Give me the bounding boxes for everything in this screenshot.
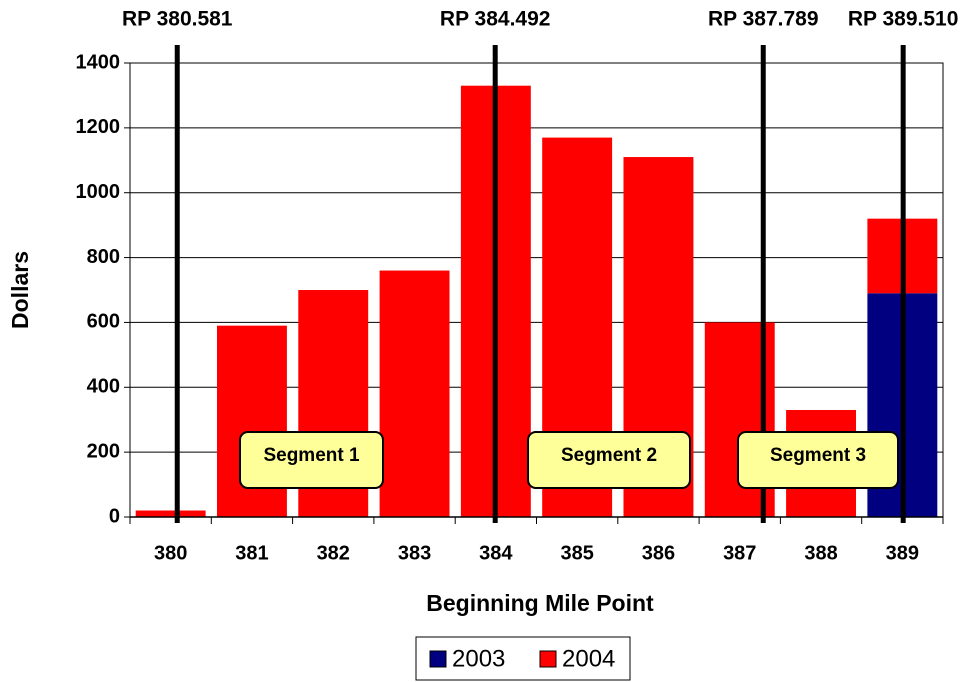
x-tick-label: 383: [398, 542, 431, 564]
reference-label: RP 384.492: [440, 8, 551, 31]
legend-label: 2004: [562, 645, 615, 672]
legend-swatch: [429, 650, 447, 668]
x-tick-label: 380: [154, 542, 187, 564]
y-tick-label: 200: [87, 440, 120, 462]
annotation-box: [737, 431, 899, 489]
annotation-box: [527, 431, 691, 489]
x-tick-label: 387: [723, 542, 756, 564]
legend-label: 2003: [452, 645, 505, 672]
annotation: Segment 2: [561, 445, 657, 466]
x-axis-title: Beginning Mile Point: [426, 590, 654, 616]
annotation: Segment 3: [770, 445, 866, 466]
annotation: Segment 1: [263, 445, 360, 466]
y-tick-label: 800: [87, 246, 120, 268]
y-tick-label: 1200: [76, 116, 121, 138]
reference-label: RP 387.789: [708, 8, 819, 31]
annotation-box: [239, 431, 384, 489]
x-tick-label: 385: [560, 542, 593, 564]
x-tick-label: 384: [479, 542, 513, 564]
y-axis-title: Dollars: [7, 251, 33, 329]
x-tick-label: 382: [317, 542, 350, 564]
legend-swatch: [539, 650, 557, 668]
reference-label: RP 380.581: [122, 8, 233, 31]
bar: [135, 510, 206, 517]
y-tick-label: 0: [109, 505, 120, 527]
y-tick-label: 600: [87, 311, 120, 333]
x-tick-label: 388: [804, 542, 837, 564]
y-tick-label: 400: [87, 376, 120, 398]
legend-box: [415, 636, 631, 681]
x-tick-label: 381: [235, 542, 268, 564]
x-tick-label: 386: [642, 542, 675, 564]
reference-label: RP 389.510: [848, 8, 959, 31]
y-tick-label: 1400: [76, 51, 121, 73]
x-tick-label: 389: [886, 542, 919, 564]
bar: [379, 270, 450, 517]
y-tick-label: 1000: [76, 181, 121, 203]
